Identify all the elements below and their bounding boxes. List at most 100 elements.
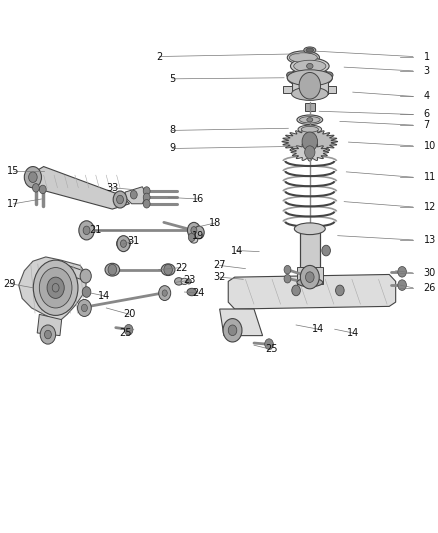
Ellipse shape <box>294 60 326 72</box>
Text: 11: 11 <box>424 172 436 182</box>
Circle shape <box>33 260 78 316</box>
Circle shape <box>194 226 204 239</box>
Ellipse shape <box>307 63 313 69</box>
Text: 25: 25 <box>265 344 277 354</box>
Circle shape <box>79 221 94 240</box>
Circle shape <box>143 187 150 195</box>
Circle shape <box>82 287 91 297</box>
Circle shape <box>80 269 91 283</box>
Ellipse shape <box>306 48 314 52</box>
Ellipse shape <box>304 47 316 53</box>
Ellipse shape <box>186 279 191 284</box>
Circle shape <box>24 166 42 188</box>
Circle shape <box>131 190 137 199</box>
Ellipse shape <box>300 117 320 123</box>
Text: 7: 7 <box>424 120 430 130</box>
Text: 19: 19 <box>192 231 204 241</box>
Circle shape <box>108 264 117 275</box>
Ellipse shape <box>294 223 325 235</box>
Circle shape <box>28 172 37 182</box>
Ellipse shape <box>187 288 197 296</box>
Text: 9: 9 <box>170 143 176 154</box>
Circle shape <box>32 183 39 192</box>
Circle shape <box>159 286 171 301</box>
Circle shape <box>284 265 291 274</box>
Polygon shape <box>125 187 147 204</box>
Circle shape <box>292 285 300 296</box>
Text: 14: 14 <box>312 324 325 334</box>
Ellipse shape <box>287 51 319 64</box>
Ellipse shape <box>161 264 175 276</box>
Text: 24: 24 <box>192 288 205 298</box>
Ellipse shape <box>301 126 318 132</box>
Ellipse shape <box>286 72 294 78</box>
Text: 14: 14 <box>231 246 243 255</box>
Ellipse shape <box>290 53 317 62</box>
Text: 27: 27 <box>213 261 226 270</box>
Circle shape <box>164 264 173 275</box>
Ellipse shape <box>190 237 198 243</box>
Ellipse shape <box>298 125 321 134</box>
Ellipse shape <box>287 70 332 86</box>
Text: 30: 30 <box>424 268 436 278</box>
Text: 20: 20 <box>124 309 136 319</box>
Polygon shape <box>37 314 62 336</box>
Circle shape <box>113 191 127 208</box>
Text: 17: 17 <box>7 199 20 209</box>
Text: 22: 22 <box>175 263 187 272</box>
Ellipse shape <box>292 87 328 100</box>
Text: 18: 18 <box>209 218 222 228</box>
Circle shape <box>223 319 242 342</box>
Text: 29: 29 <box>3 279 15 288</box>
Polygon shape <box>328 86 336 93</box>
Text: 32: 32 <box>213 272 226 282</box>
Circle shape <box>52 284 59 292</box>
Polygon shape <box>305 103 315 111</box>
Ellipse shape <box>175 278 183 285</box>
Polygon shape <box>283 86 292 93</box>
Text: 4: 4 <box>424 91 430 101</box>
Circle shape <box>40 325 56 344</box>
Text: 3: 3 <box>424 66 430 76</box>
Polygon shape <box>228 274 396 309</box>
Text: 33: 33 <box>106 183 118 193</box>
Circle shape <box>47 277 64 298</box>
Circle shape <box>78 300 91 317</box>
Polygon shape <box>19 257 87 321</box>
Circle shape <box>45 330 51 339</box>
Circle shape <box>124 325 133 335</box>
Text: 13: 13 <box>424 235 436 245</box>
Circle shape <box>143 199 150 208</box>
Text: 16: 16 <box>192 194 204 204</box>
Circle shape <box>191 227 197 234</box>
Polygon shape <box>291 143 328 161</box>
Text: 10: 10 <box>424 141 436 151</box>
Text: 5: 5 <box>170 74 176 84</box>
Ellipse shape <box>181 278 188 285</box>
Text: 25: 25 <box>119 328 131 338</box>
Circle shape <box>187 222 200 238</box>
Text: 21: 21 <box>89 225 101 236</box>
Circle shape <box>143 193 150 201</box>
Polygon shape <box>300 232 320 282</box>
Text: 26: 26 <box>424 283 436 293</box>
Polygon shape <box>282 129 338 154</box>
Text: 12: 12 <box>424 202 436 212</box>
Circle shape <box>300 265 319 289</box>
Circle shape <box>81 304 88 312</box>
Ellipse shape <box>290 58 329 74</box>
Circle shape <box>398 266 406 277</box>
Polygon shape <box>292 78 328 94</box>
Text: 14: 14 <box>98 290 110 301</box>
Ellipse shape <box>297 115 323 125</box>
Text: 2: 2 <box>156 52 162 61</box>
Polygon shape <box>297 266 323 284</box>
Circle shape <box>284 274 291 283</box>
Circle shape <box>117 195 124 204</box>
Circle shape <box>299 72 321 99</box>
Text: 15: 15 <box>7 166 20 176</box>
Circle shape <box>322 245 330 256</box>
Ellipse shape <box>307 118 313 122</box>
Circle shape <box>302 132 318 151</box>
Circle shape <box>398 280 406 290</box>
